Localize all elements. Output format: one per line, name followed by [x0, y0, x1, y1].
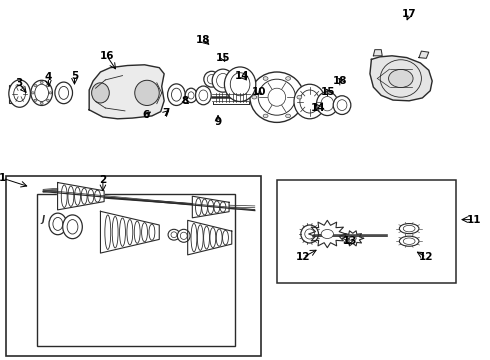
Text: 14: 14 [235, 71, 250, 81]
Circle shape [389, 69, 413, 87]
Bar [277, 180, 456, 283]
Ellipse shape [230, 73, 250, 96]
Ellipse shape [168, 229, 180, 240]
Text: 18: 18 [196, 35, 211, 45]
Ellipse shape [9, 80, 30, 107]
Ellipse shape [35, 84, 49, 102]
Text: 15: 15 [216, 53, 230, 63]
Circle shape [321, 230, 333, 239]
Text: 1: 1 [0, 173, 6, 183]
Bar [37, 194, 235, 346]
Ellipse shape [258, 79, 295, 115]
Ellipse shape [49, 213, 67, 235]
Polygon shape [373, 50, 382, 56]
Ellipse shape [399, 236, 419, 246]
Ellipse shape [212, 69, 234, 92]
Ellipse shape [185, 88, 197, 103]
Text: 12: 12 [295, 252, 310, 262]
Ellipse shape [92, 83, 109, 103]
Circle shape [297, 95, 302, 99]
Ellipse shape [217, 73, 229, 88]
Circle shape [34, 84, 37, 86]
Text: 4: 4 [44, 72, 52, 82]
Ellipse shape [321, 96, 334, 111]
Text: 3: 3 [15, 78, 22, 88]
Text: 17: 17 [402, 9, 416, 19]
Circle shape [349, 236, 356, 241]
Polygon shape [192, 196, 229, 218]
Ellipse shape [31, 80, 52, 105]
Ellipse shape [55, 82, 73, 104]
Ellipse shape [135, 80, 159, 105]
Ellipse shape [305, 229, 315, 239]
Polygon shape [89, 65, 164, 119]
Circle shape [286, 114, 291, 118]
Text: 18: 18 [333, 76, 348, 86]
Polygon shape [342, 231, 364, 246]
Text: 5: 5 [71, 71, 78, 81]
Ellipse shape [177, 229, 190, 242]
Ellipse shape [301, 225, 318, 243]
Ellipse shape [67, 220, 78, 234]
Text: 7: 7 [162, 108, 170, 118]
Ellipse shape [172, 88, 181, 101]
Ellipse shape [250, 72, 304, 122]
Polygon shape [419, 51, 429, 58]
Ellipse shape [207, 75, 216, 84]
Circle shape [47, 99, 49, 102]
Circle shape [286, 77, 291, 80]
Ellipse shape [204, 71, 220, 87]
Ellipse shape [168, 84, 185, 105]
Ellipse shape [199, 90, 208, 101]
Polygon shape [100, 211, 159, 253]
Ellipse shape [403, 225, 415, 232]
Polygon shape [188, 220, 232, 255]
Ellipse shape [403, 238, 415, 244]
Text: 16: 16 [99, 51, 114, 61]
Ellipse shape [224, 67, 256, 102]
Text: 2: 2 [99, 175, 106, 185]
Text: 11: 11 [467, 215, 482, 225]
Circle shape [40, 81, 43, 84]
Text: 10: 10 [251, 87, 266, 97]
Circle shape [49, 92, 52, 94]
Ellipse shape [188, 92, 194, 99]
Circle shape [47, 84, 49, 86]
Text: 14: 14 [311, 103, 326, 113]
Ellipse shape [180, 232, 187, 239]
Ellipse shape [14, 86, 25, 102]
Circle shape [31, 92, 34, 94]
Ellipse shape [53, 217, 63, 230]
Ellipse shape [333, 96, 351, 114]
Ellipse shape [196, 86, 211, 105]
Text: 6: 6 [143, 110, 149, 120]
Polygon shape [370, 56, 432, 101]
Ellipse shape [300, 90, 319, 113]
Polygon shape [309, 220, 346, 248]
Text: 15: 15 [321, 87, 336, 97]
Ellipse shape [268, 88, 286, 106]
Text: 9: 9 [215, 117, 221, 127]
Polygon shape [58, 183, 104, 210]
Text: 8: 8 [182, 96, 189, 106]
Text: 12: 12 [419, 252, 434, 262]
Ellipse shape [59, 86, 69, 99]
Bar [6, 176, 261, 356]
Circle shape [252, 95, 257, 99]
Text: 13: 13 [343, 236, 358, 246]
Ellipse shape [337, 100, 347, 111]
Ellipse shape [63, 215, 82, 239]
Ellipse shape [399, 224, 419, 234]
Bar [9, 85, 13, 103]
Circle shape [263, 77, 268, 80]
Circle shape [263, 114, 268, 118]
Ellipse shape [294, 84, 325, 119]
Text: J: J [42, 215, 45, 224]
Circle shape [40, 102, 43, 104]
Ellipse shape [171, 232, 177, 238]
Circle shape [34, 99, 37, 102]
Ellipse shape [317, 92, 338, 116]
